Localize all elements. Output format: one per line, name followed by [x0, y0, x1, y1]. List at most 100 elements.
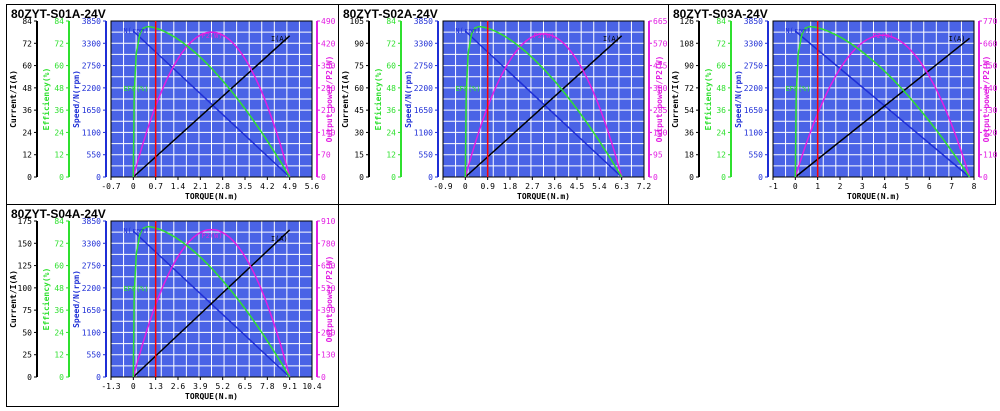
torque-tick-label: -0.7 [101, 182, 120, 191]
efficiency-tick-label: 12 [54, 351, 64, 360]
torque-tick-label: 9.1 [282, 382, 297, 391]
chart-panel-s01a: 80ZYT-S01A-24V 0 12 24 36 48 60 72 84 Current/I(… [6, 4, 339, 205]
efficiency-tick-label: 72 [54, 239, 64, 248]
efficiency-tick-label: 0 [59, 373, 64, 382]
speed-tick-label: 3300 [82, 239, 101, 248]
power-series-label: P2(W) [202, 232, 223, 240]
current-tick-label: 15 [354, 151, 364, 160]
current-tick-label: 126 [680, 17, 695, 26]
current-tick-label: 125 [18, 262, 33, 271]
current-tick-label: 90 [684, 62, 694, 71]
efficiency-tick-label: 48 [54, 84, 64, 93]
torque-tick-label: 1.8 [503, 182, 518, 191]
efficiency-tick-label: 0 [391, 173, 396, 182]
speed-axis-label: Speed/N(rpm) [72, 270, 81, 328]
power-tick-label: 660 [983, 39, 997, 48]
torque-tick-label: 4.5 [570, 182, 585, 191]
power-tick-label: 260 [321, 328, 336, 337]
speed-tick-label: 1100 [744, 128, 763, 137]
current-axis-label: Current/I(A) [9, 70, 18, 128]
speed-tick-label: 0 [758, 173, 763, 182]
current-curve [464, 35, 623, 178]
torque-tick-label: 5.4 [592, 182, 607, 191]
power-series-label: P2(W) [534, 32, 555, 40]
speed-series-label: N(rpm) [123, 27, 148, 35]
torque-tick-label: 2.1 [193, 182, 208, 191]
efficiency-tick-label: 72 [54, 39, 64, 48]
current-curve [132, 229, 291, 378]
efficiency-series-label: EFF(%) [123, 85, 148, 93]
speed-tick-label: 2750 [744, 62, 763, 71]
efficiency-tick-label: 36 [54, 106, 64, 115]
current-tick-label: 25 [22, 351, 32, 360]
efficiency-tick-label: 84 [716, 17, 726, 26]
torque-tick-label: 0 [793, 182, 798, 191]
power-tick-label: 0 [653, 173, 658, 182]
motor-chart-s03a: 01836547290108126Current/I(A)01224364860… [671, 17, 997, 201]
efficiency-series-label: EFF(%) [123, 285, 148, 293]
efficiency-tick-label: 84 [386, 17, 396, 26]
speed-series-label: N(rpm) [123, 227, 148, 235]
power-tick-label: 440 [983, 84, 997, 93]
power-tick-label: 285 [653, 106, 668, 115]
efficiency-tick-label: 48 [54, 284, 64, 293]
power-series-label: P2(W) [872, 32, 893, 40]
efficiency-tick-label: 84 [54, 17, 64, 26]
power-tick-label: 220 [983, 128, 997, 137]
torque-tick-label: 0 [131, 382, 136, 391]
torque-tick-label: 5.2 [215, 382, 230, 391]
speed-tick-label: 1650 [744, 106, 763, 115]
power-axis-label: Output power/P2(W) [655, 56, 664, 143]
speed-tick-label: 3850 [82, 17, 101, 26]
current-tick-label: 24 [22, 128, 32, 137]
torque-tick-label: 6.5 [238, 382, 253, 391]
torque-tick-label: 2.6 [171, 382, 186, 391]
current-axis-label: Current/I(A) [9, 270, 18, 328]
power-tick-label: 140 [321, 128, 336, 137]
efficiency-curve [794, 25, 971, 178]
power-axis-label: Output power/P2(W) [325, 56, 334, 143]
power-tick-label: 95 [653, 151, 663, 160]
current-tick-label: 72 [684, 84, 694, 93]
power-tick-label: 570 [653, 39, 668, 48]
torque-tick-label: 0.7 [148, 182, 163, 191]
speed-tick-label: 550 [87, 351, 102, 360]
torque-tick-label: 5 [905, 182, 910, 191]
efficiency-tick-label: 12 [716, 151, 726, 160]
power-tick-label: 390 [321, 306, 336, 315]
plot-border [772, 20, 975, 178]
efficiency-tick-label: 84 [54, 217, 64, 226]
motor-chart-s02a: 0 15 30 45 60 75 90 105 Current/I(A) 0 12 24 36 48 60 7… [341, 17, 668, 201]
torque-axis-label: TORQUE(N.m) [517, 192, 570, 201]
speed-series-label: N(rpm) [455, 27, 480, 35]
speed-axis-label: Speed/N(rpm) [734, 70, 743, 128]
torque-axis-label: TORQUE(N.m) [847, 192, 900, 201]
speed-axis-label: Speed/N(rpm) [72, 70, 81, 128]
current-tick-label: 18 [684, 151, 694, 160]
speed-tick-label: 2750 [82, 262, 101, 271]
torque-tick-label: -1 [768, 182, 778, 191]
efficiency-series-label: EFF(%) [785, 85, 810, 93]
plot-border [442, 20, 645, 178]
power-tick-label: 910 [321, 217, 336, 226]
current-tick-label: 72 [22, 39, 32, 48]
current-series-label: I(A) [603, 35, 620, 43]
torque-tick-label: 3.6 [547, 182, 562, 191]
speed-tick-label: 3850 [744, 17, 763, 26]
current-tick-label: 84 [22, 17, 32, 26]
efficiency-curve [132, 225, 291, 378]
current-tick-label: 108 [680, 39, 695, 48]
current-tick-label: 48 [22, 84, 32, 93]
efficiency-tick-label: 72 [386, 39, 396, 48]
torque-tick-label: -1.3 [101, 382, 120, 391]
efficiency-series-label: EFF(%) [455, 85, 480, 93]
chart-title: 80ZYT-S04A-24V [11, 207, 106, 221]
torque-tick-label: 4 [882, 182, 887, 191]
chart-panel-s04a: 80ZYT-S04A-24V 0 25 50 75 100 125 150 175 Curren… [6, 204, 339, 407]
current-tick-label: 36 [22, 106, 32, 115]
efficiency-tick-label: 0 [721, 173, 726, 182]
torque-tick-label: 2.8 [215, 182, 230, 191]
power-tick-label: 190 [653, 128, 668, 137]
speed-curve [464, 30, 623, 178]
current-tick-label: 75 [22, 306, 32, 315]
